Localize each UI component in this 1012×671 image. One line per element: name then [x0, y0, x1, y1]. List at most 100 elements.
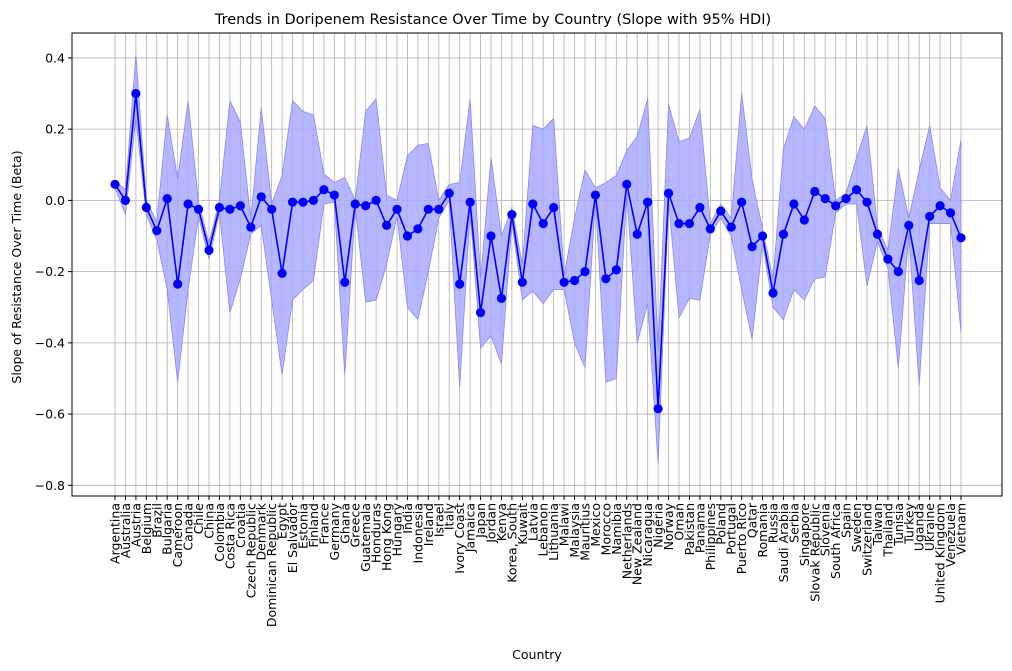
x-tick-label: Spain	[839, 503, 854, 538]
x-tick-label: Ivory Coast	[452, 503, 467, 574]
plot-frame	[71, 32, 1003, 497]
x-tick-label: India	[400, 503, 415, 534]
data-point	[319, 185, 329, 195]
data-point	[204, 245, 214, 255]
data-point	[371, 195, 381, 205]
data-point	[653, 404, 663, 414]
data-point	[851, 185, 862, 195]
x-tick-label: Taiwan	[870, 503, 885, 547]
data-point	[590, 190, 601, 200]
x-tick-label: Mauritius	[578, 503, 593, 561]
data-point	[340, 277, 350, 287]
x-axis-label: Country	[512, 647, 562, 662]
x-tick-label: Honduras	[369, 503, 384, 563]
x-tick-label: Slovenia	[818, 503, 833, 556]
data-point	[152, 226, 162, 236]
data-point	[549, 202, 559, 213]
x-tick-label: France	[316, 503, 331, 545]
x-tick-label: Indonesia	[410, 503, 425, 563]
data-point	[716, 206, 726, 216]
x-tick-label: Belgium	[139, 503, 154, 554]
data-point	[246, 222, 256, 232]
x-tick-label: Denmark	[254, 502, 269, 560]
x-tick-label: Korea, South	[504, 503, 519, 583]
data-point	[110, 179, 120, 189]
data-point	[361, 201, 371, 211]
data-point	[267, 204, 277, 214]
x-tick-label: Japan	[473, 503, 488, 539]
data-point	[486, 231, 496, 241]
data-point	[329, 190, 339, 200]
x-tick-label: Israel	[431, 503, 446, 537]
data-point	[768, 288, 778, 298]
x-tick-label: Ghana	[337, 503, 352, 544]
y-tick-label: 0.0	[45, 193, 65, 208]
hdi-band	[114, 54, 962, 464]
data-point	[225, 204, 235, 214]
data-point	[883, 254, 893, 264]
x-tick-label: Lebanon	[536, 503, 551, 557]
data-point	[674, 218, 684, 229]
x-tick-label: Italy	[442, 502, 457, 530]
series-line	[114, 93, 962, 409]
data-point	[214, 202, 225, 213]
x-tick-label: Egypt	[275, 503, 290, 539]
x-tick-label: Russia	[766, 503, 781, 543]
data-point	[120, 195, 131, 205]
data-point	[496, 293, 507, 303]
data-point	[413, 224, 423, 234]
data-point	[757, 231, 768, 241]
data-point	[747, 242, 757, 252]
y-tick-label: −0.2	[35, 264, 65, 279]
x-tick-label: Croatia	[233, 503, 248, 548]
x-tick-label: Colombia	[212, 503, 227, 562]
x-tick-label: Namibia	[609, 503, 624, 555]
x-tick-label: Turkey	[901, 502, 916, 544]
x-tick-label: Jamaica	[463, 503, 478, 553]
data-point	[862, 197, 872, 207]
x-tick-label: Vietnam	[954, 503, 969, 555]
data-point	[643, 197, 653, 207]
y-tick-label: 0.4	[45, 50, 65, 65]
x-tick-label: Hong Kong	[379, 503, 394, 571]
data-point	[601, 274, 611, 284]
x-tick-label: Kenya	[494, 503, 509, 541]
x-tick-label: Switzerland	[860, 503, 875, 576]
data-point	[298, 197, 308, 207]
x-tick-label: Finland	[306, 503, 321, 548]
x-tick-label: Argentina	[108, 503, 123, 564]
y-axis-ticks: −0.8 −0.6 −0.4 −0.2 0.0 0.2 0.4	[35, 50, 72, 493]
x-tick-label: Chile	[191, 503, 206, 535]
data-point	[256, 192, 266, 202]
x-tick-label: Canada	[181, 503, 196, 551]
data-point	[559, 277, 569, 287]
data-point	[434, 204, 444, 214]
data-point	[778, 229, 789, 239]
y-axis-label: Slope of Resistance Over Time (Beta)	[9, 150, 24, 383]
x-tick-label: Czech Republic	[243, 503, 258, 598]
x-tick-label: Serbia	[786, 503, 801, 543]
data-point	[465, 197, 475, 207]
data-point	[423, 204, 433, 214]
y-tick-label: −0.6	[35, 407, 65, 422]
x-tick-label: Guatemala	[358, 503, 373, 572]
data-point	[611, 265, 621, 275]
data-points	[110, 88, 966, 414]
x-tick-label: Kuwait	[515, 503, 530, 545]
x-tick-label: Estonia	[296, 503, 311, 549]
x-tick-label: Malawi	[557, 503, 572, 546]
data-point	[507, 210, 517, 220]
x-tick-label: El Salvador	[285, 502, 300, 573]
data-point	[475, 307, 486, 318]
x-tick-label: Australia	[118, 503, 133, 558]
data-point	[737, 197, 747, 207]
data-point	[841, 194, 851, 204]
x-tick-label: Dominican Republic	[264, 503, 279, 627]
x-tick-label: Philippines	[703, 503, 718, 570]
data-point	[705, 224, 715, 234]
data-point	[663, 188, 674, 198]
chart-title: Trends in Doripenem Resistance Over Time…	[214, 12, 771, 28]
data-point	[173, 279, 183, 289]
x-tick-label: Netherlands	[619, 503, 634, 579]
x-tick-label: Poland	[713, 503, 728, 545]
